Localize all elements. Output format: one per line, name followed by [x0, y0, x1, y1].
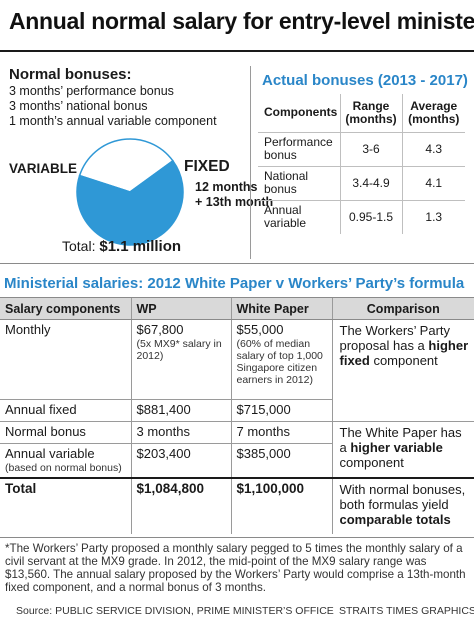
actual-bonuses-title: Actual bonuses (2013 - 2017) — [262, 72, 468, 89]
normal-bonus-item: 1 month’s annual variable component — [9, 114, 217, 128]
table-header-row: Salary components WP White Paper Compari… — [0, 297, 474, 320]
normal-bonuses-heading: Normal bonuses: — [9, 66, 132, 83]
component-cell: Annual variable (based on normal bonus) — [0, 443, 131, 479]
comparison-cell: The White Paper has a higher variable co… — [331, 421, 474, 479]
component-cell: Annual fixed — [0, 399, 131, 422]
table-row: Annual variable 0.95-1.5 1.3 — [258, 199, 465, 234]
actual-bonuses-table: Components Range (months) Average (month… — [258, 94, 465, 234]
column-header: Salary components — [0, 297, 131, 320]
fixed-sub-line: + 13th month — [195, 195, 274, 209]
pie-svg — [76, 138, 184, 246]
comparison-emphasis: comparable totals — [339, 512, 451, 527]
pie-variable-label: VARIABLE — [9, 161, 78, 176]
table-row: Normal bonus 3 months 7 months The White… — [0, 421, 474, 479]
component-label: Annual variable — [5, 446, 95, 461]
pie-total: Total: $1.1 million — [62, 238, 181, 255]
table-row: Annual variable (based on normal bonus) … — [0, 443, 474, 479]
wp-cell: $881,400 — [130, 399, 231, 422]
whitepaper-cell: $55,000 (60% of median salary of top 1,0… — [230, 319, 332, 400]
component-cell: National bonus — [258, 165, 340, 200]
whitepaper-cell: 7 months — [230, 421, 332, 444]
comparison-cell: With normal bonuses, both formulas yield… — [331, 477, 474, 534]
page-title: Annual normal salary for entry-level min… — [9, 8, 474, 34]
pie-slice-fixed — [76, 159, 184, 246]
comparison-text: With normal bonuses, both formulas yield — [339, 482, 466, 512]
whitepaper-value: $55,000 — [236, 322, 284, 337]
panel-divider — [250, 66, 251, 259]
comparison-text: component — [369, 353, 438, 368]
range-cell: 3-6 — [339, 131, 402, 166]
component-cell: Monthly — [0, 319, 131, 400]
source-credit: Source: PUBLIC SERVICE DIVISION, PRIME M… — [16, 605, 334, 617]
footnote-divider — [0, 537, 474, 538]
whitepaper-cell: $715,000 — [230, 399, 332, 422]
component-note: (based on normal bonus) — [5, 462, 122, 474]
table-row: National bonus 3.4-4.9 4.1 — [258, 165, 465, 200]
salary-pie-chart — [75, 137, 185, 247]
whitepaper-cell: $1,100,000 — [230, 477, 332, 534]
average-cell: 4.1 — [401, 165, 465, 200]
column-header: Average (months) — [401, 94, 465, 132]
range-cell: 3.4-4.9 — [339, 165, 402, 200]
pie-fixed-label: FIXED — [184, 158, 230, 175]
whitepaper-note: (60% of median salary of top 1,000 Singa… — [236, 338, 323, 386]
fixed-sub-line: 12 months — [195, 180, 258, 194]
comparison-emphasis: higher variable — [350, 440, 443, 455]
whitepaper-cell: $385,000 — [230, 443, 332, 479]
table-row: Monthly $67,800 (5x MX9* salary in 2012)… — [0, 319, 474, 422]
comparison-cell: The Workers’ Party proposal has a higher… — [331, 319, 474, 422]
wp-cell: 3 months — [130, 421, 231, 444]
range-cell: 0.95-1.5 — [339, 199, 402, 234]
column-header: White Paper — [230, 297, 332, 320]
comparison-text: The White Paper has a — [339, 425, 462, 455]
wp-cell: $1,084,800 — [130, 477, 231, 534]
comparison-text: component — [339, 455, 404, 470]
average-cell: 1.3 — [401, 199, 465, 234]
footnote: *The Workers’ Party proposed a monthly s… — [5, 542, 466, 594]
pie-slice-variable — [78, 138, 174, 193]
component-cell: Performance bonus — [258, 131, 340, 166]
component-cell: Annual variable — [258, 199, 340, 234]
column-header: Range (months) — [339, 94, 402, 132]
table-row: Annual fixed $881,400 $715,000 — [0, 399, 474, 422]
column-header: Comparison — [331, 297, 474, 320]
table-total-row: Total $1,084,800 $1,100,000 With normal … — [0, 477, 474, 534]
ministerial-salaries-table: Salary components WP White Paper Compari… — [0, 297, 474, 534]
pie-fixed-sublabel: 12 months + 13th month — [195, 180, 274, 210]
comparison-emphasis: higher fixed — [339, 338, 469, 368]
wp-value: $67,800 — [136, 322, 184, 337]
comparison-text: The Workers’ Party proposal has a — [339, 323, 451, 353]
component-label: Monthly — [5, 322, 51, 337]
table-row: Performance bonus 3-6 4.3 — [258, 131, 465, 166]
component-cell: Total — [0, 477, 131, 534]
normal-bonuses-list: 3 months’ performance bonus 3 months’ na… — [9, 84, 217, 129]
wp-cell: $67,800 (5x MX9* salary in 2012) — [130, 319, 231, 400]
title-divider — [0, 50, 474, 52]
normal-bonus-item: 3 months’ national bonus — [9, 99, 148, 113]
wp-note: (5x MX9* salary in 2012) — [136, 338, 222, 362]
pie-total-value: $1.1 million — [99, 238, 182, 255]
ministerial-salaries-title: Ministerial salaries: 2012 White Paper v… — [4, 275, 465, 292]
section-divider — [0, 263, 474, 264]
pie-total-prefix: Total: — [62, 238, 96, 254]
component-cell: Normal bonus — [0, 421, 131, 444]
column-header: Components — [264, 105, 338, 120]
table-header-row: Components Range (months) Average (month… — [258, 94, 465, 132]
average-cell: 4.3 — [401, 131, 465, 166]
normal-bonus-item: 3 months’ performance bonus — [9, 84, 174, 98]
column-header: WP — [130, 297, 231, 320]
wp-cell: $203,400 — [130, 443, 231, 479]
graphics-credit: STRAITS TIMES GRAPHICS — [339, 605, 474, 617]
